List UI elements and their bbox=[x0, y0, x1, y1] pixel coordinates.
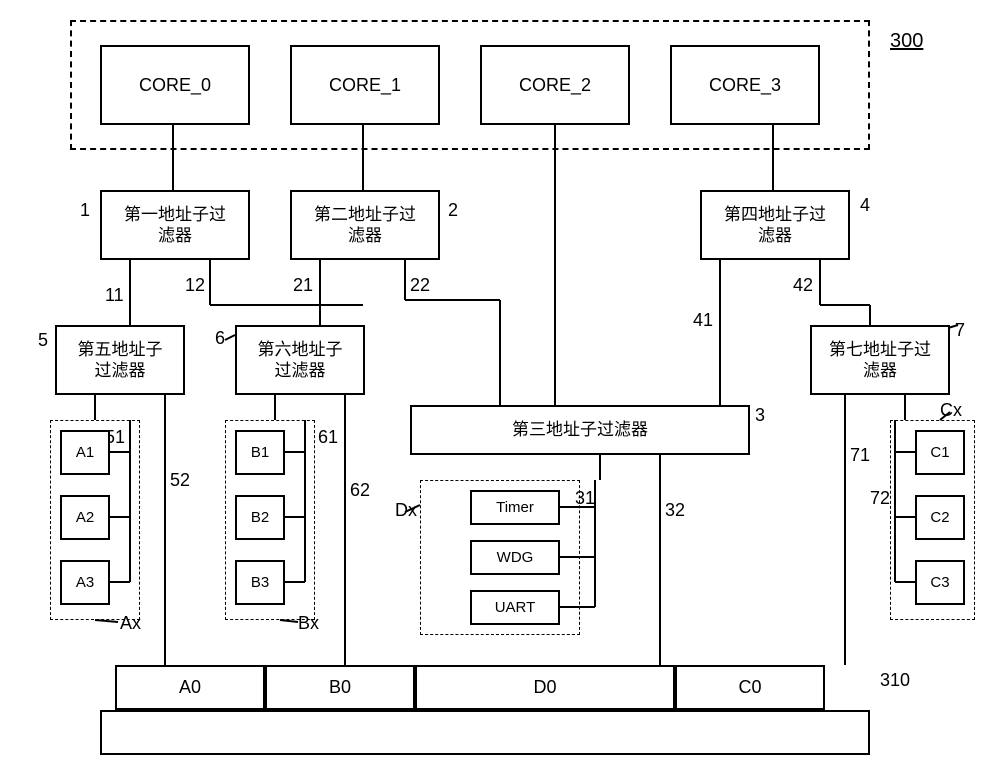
node-A1: A1 bbox=[60, 430, 110, 475]
diagram-root: 300 310 Ax Bx Dx Cx 1 2 4 5 6 3 7 11 12 … bbox=[0, 0, 1000, 776]
edge-32: 32 bbox=[665, 500, 685, 521]
filter-2: 第二地址子过 滤器 bbox=[290, 190, 440, 260]
filter-1: 第一地址子过 滤器 bbox=[100, 190, 250, 260]
node-A3: A3 bbox=[60, 560, 110, 605]
edge-22: 22 bbox=[410, 275, 430, 296]
edge-71: 71 bbox=[850, 445, 870, 466]
edge-52: 52 bbox=[170, 470, 190, 491]
edge-21: 21 bbox=[293, 275, 313, 296]
filter-5: 第五地址子 过滤器 bbox=[55, 325, 185, 395]
filter-4-num: 4 bbox=[860, 195, 870, 216]
filter-7: 第七地址子过 滤器 bbox=[810, 325, 950, 395]
filter-7-num: 7 bbox=[955, 320, 965, 341]
bottom-cell-C0: C0 bbox=[675, 665, 825, 710]
node-Timer: Timer bbox=[470, 490, 560, 525]
filter-3-num: 3 bbox=[755, 405, 765, 426]
core0: CORE_0 bbox=[100, 45, 250, 125]
filter-2-num: 2 bbox=[448, 200, 458, 221]
group-d-label: Dx bbox=[395, 500, 417, 521]
core1: CORE_1 bbox=[290, 45, 440, 125]
node-C1: C1 bbox=[915, 430, 965, 475]
core3: CORE_3 bbox=[670, 45, 820, 125]
node-A2: A2 bbox=[60, 495, 110, 540]
figure-number: 300 bbox=[890, 30, 923, 53]
node-C2: C2 bbox=[915, 495, 965, 540]
node-B3: B3 bbox=[235, 560, 285, 605]
filter-6: 第六地址子 过滤器 bbox=[235, 325, 365, 395]
edge-41: 41 bbox=[693, 310, 713, 331]
filter-5-num: 5 bbox=[38, 330, 48, 351]
filter-3: 第三地址子过滤器 bbox=[410, 405, 750, 455]
node-B1: B1 bbox=[235, 430, 285, 475]
filter-6-num: 6 bbox=[215, 328, 225, 349]
bottom-bar-num: 310 bbox=[880, 670, 910, 691]
bottom-cell-B0: B0 bbox=[265, 665, 415, 710]
edge-61: 61 bbox=[318, 427, 338, 448]
core2: CORE_2 bbox=[480, 45, 630, 125]
node-C3: C3 bbox=[915, 560, 965, 605]
edge-42: 42 bbox=[793, 275, 813, 296]
bottom-bar bbox=[100, 710, 870, 755]
edge-11: 11 bbox=[105, 285, 124, 306]
filter-1-num: 1 bbox=[80, 200, 90, 221]
node-UART: UART bbox=[470, 590, 560, 625]
edge-62: 62 bbox=[350, 480, 370, 501]
bottom-cell-A0: A0 bbox=[115, 665, 265, 710]
edge-12: 12 bbox=[185, 275, 205, 296]
node-WDG: WDG bbox=[470, 540, 560, 575]
bottom-cell-D0: D0 bbox=[415, 665, 675, 710]
group-c-label: Cx bbox=[940, 400, 962, 421]
edge-72: 72 bbox=[870, 488, 890, 509]
node-B2: B2 bbox=[235, 495, 285, 540]
filter-4: 第四地址子过 滤器 bbox=[700, 190, 850, 260]
